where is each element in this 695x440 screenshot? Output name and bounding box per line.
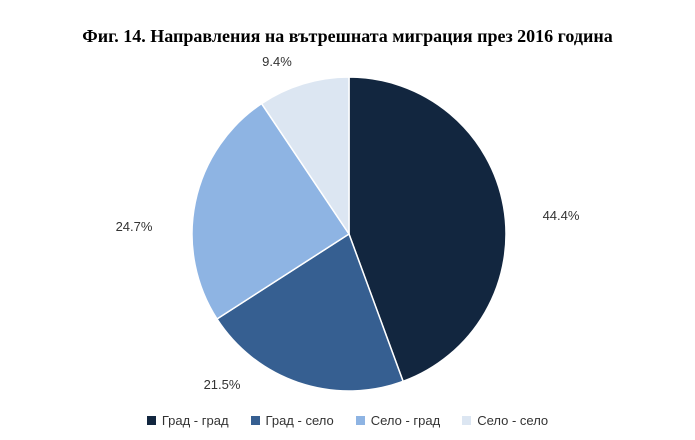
legend-label: Село - село [477,413,549,428]
legend-item-1: Град - град [146,413,229,428]
legend-swatch [355,416,365,425]
legend-swatch [462,416,472,425]
pie-slice-1 [348,76,507,383]
data-label-4: 9.4% [262,54,292,69]
legend-swatch [250,416,260,425]
chart-legend: Град - град Град - село Село - град Село - … [0,413,695,428]
legend-label: Село - град [370,413,441,428]
legend-label: Град - село [265,413,334,428]
pie-slice-2 [215,232,405,392]
chart-title: Фиг. 14. Направления на вътрешната мигра… [82,26,613,46]
legend-label: Град - град [161,413,229,428]
legend-item-2: Град - село [250,413,334,428]
legend-swatch [146,416,156,425]
pie-slice-3 [191,102,351,320]
data-label-2: 21.5% [204,377,241,392]
data-label-1: 44.4% [543,208,580,223]
data-label-3: 24.7% [116,219,153,234]
legend-item-3: Село - град [355,413,441,428]
pie-slice-4 [260,76,350,237]
pie-data-labels: 44.4% 21.5% 24.7% 9.4% [116,54,580,392]
pie-slices [191,76,507,392]
legend-item-4: Село - село [462,413,548,428]
